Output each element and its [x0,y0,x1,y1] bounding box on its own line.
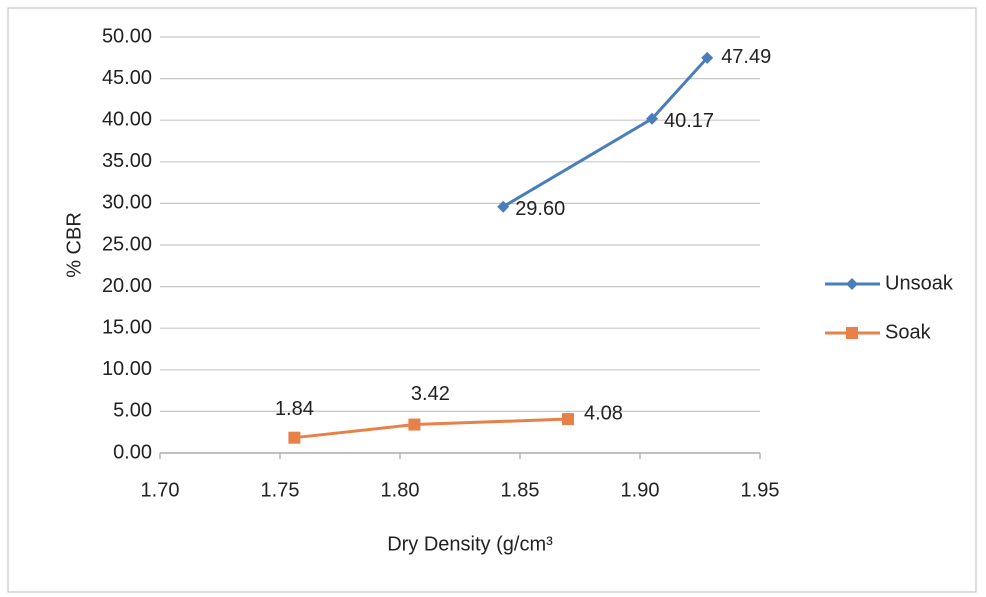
y-tick-label: 50.00 [102,25,152,47]
legend-marker [846,327,858,339]
legend-label: Unsoak [885,272,954,294]
data-label: 47.49 [721,46,771,68]
y-tick-label: 10.00 [102,358,152,380]
x-tick-label: 1.85 [501,479,540,501]
y-tick-label: 40.00 [102,108,152,130]
y-tick-label: 25.00 [102,233,152,255]
legend-label: Soak [885,321,932,343]
y-tick-label: 35.00 [102,150,152,172]
x-tick-label: 1.70 [141,479,180,501]
y-tick-label: 30.00 [102,192,152,214]
data-label: 3.42 [411,383,450,405]
data-label: 29.60 [515,198,565,220]
data-point [497,200,510,213]
y-tick-label: 45.00 [102,67,152,89]
x-tick-label: 1.75 [261,479,300,501]
data-point [288,431,301,444]
data-point [701,51,714,64]
legend-marker [846,278,858,290]
x-tick-label: 1.95 [741,479,780,501]
data-label: 4.08 [584,402,623,424]
y-axis-title: % CBR [63,212,85,278]
x-axis-title: Dry Density (g/cm³ [387,533,553,555]
chart-border [7,7,977,593]
data-point [646,112,658,125]
data-label: 40.17 [664,110,714,132]
y-tick-label: 20.00 [102,275,152,297]
y-tick-label: 15.00 [102,316,152,338]
x-tick-label: 1.80 [381,479,420,501]
data-label: 1.84 [275,398,314,420]
x-tick-label: 1.90 [621,479,660,501]
data-point [408,418,421,431]
data-point [562,413,574,426]
y-tick-label: 0.00 [113,441,152,463]
y-tick-label: 5.00 [113,400,152,422]
